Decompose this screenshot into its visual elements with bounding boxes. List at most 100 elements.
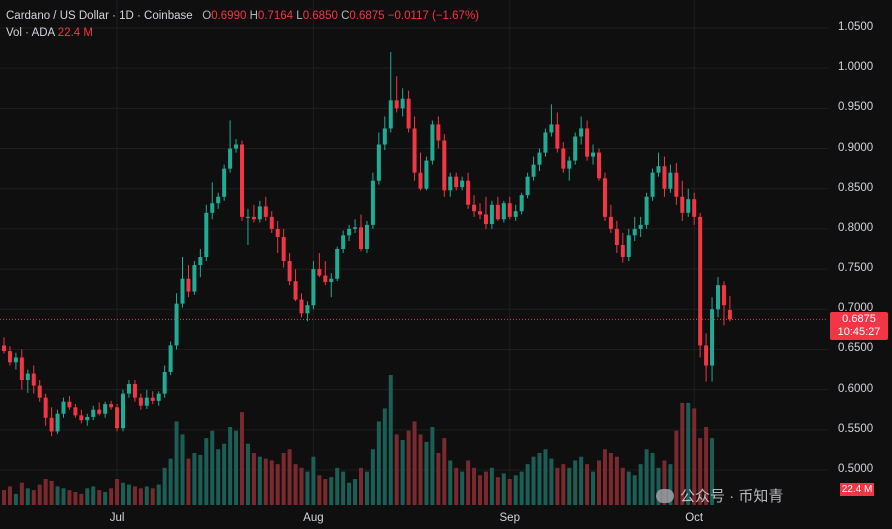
volume-bar [186, 458, 191, 505]
volume-bar [662, 460, 667, 505]
candle [121, 389, 125, 432]
candle [198, 249, 203, 278]
candle [263, 196, 268, 221]
candle [281, 228, 286, 268]
volume-bar [61, 488, 66, 505]
candle [311, 261, 316, 310]
volume-bar [608, 453, 613, 505]
candle [287, 253, 292, 286]
candle [132, 379, 137, 402]
volume-bar [305, 471, 310, 505]
candle [353, 219, 358, 233]
volume-bar [543, 449, 548, 505]
candle [543, 128, 548, 157]
volume-bar [121, 482, 125, 505]
wechat-icon [656, 489, 674, 503]
volume-bar [25, 488, 30, 505]
candle [436, 116, 441, 149]
volume-bar [597, 460, 601, 505]
close-label: C [341, 10, 350, 22]
volume-bar [573, 460, 578, 505]
candle [216, 192, 221, 209]
candle [466, 172, 471, 209]
candle [400, 88, 405, 117]
volume-bar [79, 493, 84, 505]
candle [317, 253, 322, 278]
candle-body [115, 407, 120, 429]
volume-bar [168, 458, 173, 505]
candle [608, 204, 613, 233]
candle-body [507, 203, 512, 217]
volume-bar [591, 471, 596, 505]
candle-body [394, 100, 399, 109]
candle [567, 156, 572, 181]
volume-bar [275, 464, 280, 505]
volume-bar [144, 486, 149, 505]
candle [561, 142, 566, 173]
y-tick-label: 0.8500 [838, 181, 874, 194]
candle-body [543, 132, 548, 153]
volume-bar [19, 482, 24, 505]
candle [37, 379, 42, 402]
candle [716, 277, 720, 318]
volume-bar [376, 421, 381, 505]
candle-body [192, 265, 197, 292]
volume-bar [549, 458, 554, 505]
volume-header: Vol · ADA 22.4 M [6, 27, 93, 39]
candle-body [180, 278, 185, 304]
volume-bar [567, 467, 572, 505]
candle-body [222, 168, 227, 197]
candle [156, 391, 161, 406]
candle [269, 211, 274, 233]
low-label: L [296, 10, 303, 22]
volume-bar [418, 434, 423, 505]
volume-bar [31, 490, 36, 505]
volume-bar [150, 488, 155, 505]
candle-body [716, 285, 720, 310]
candle-body [138, 397, 143, 406]
volume-bar [686, 402, 691, 505]
candle [25, 369, 30, 393]
volume-bar [228, 427, 233, 505]
volume-bar [537, 453, 542, 505]
candle-body [73, 407, 78, 416]
watermark: 公众号 · 币知青 [656, 485, 783, 506]
candle-body [668, 172, 673, 189]
candle [680, 180, 685, 221]
candle [85, 413, 90, 426]
candle [138, 393, 143, 410]
candle-body [85, 416, 90, 421]
candle-body [251, 216, 256, 220]
change-value: −0.0117 (−1.67%) [387, 10, 479, 22]
volume-bar [620, 467, 625, 505]
y-tick-label: 0.6500 [838, 342, 874, 355]
volume-bar [323, 479, 328, 505]
volume-bar [317, 475, 322, 505]
watermark-text: 公众号 · 币知青 [680, 488, 784, 505]
volume-bar [55, 486, 60, 505]
candle-body [240, 144, 244, 217]
candle-body [79, 415, 84, 421]
volume-bar [507, 479, 512, 505]
volume-bar [460, 471, 465, 505]
candle-body [501, 203, 506, 220]
candle-body [341, 235, 346, 249]
candle [638, 216, 643, 237]
candle [710, 297, 715, 382]
candle [656, 152, 661, 177]
candle-body [174, 303, 179, 346]
candle-body [19, 357, 24, 380]
candle-body [162, 371, 167, 394]
candle [31, 365, 36, 394]
candle-body [549, 124, 554, 133]
candle [19, 349, 24, 390]
candle-body [614, 228, 619, 245]
candle-body [579, 128, 584, 137]
candle [674, 163, 679, 205]
candle-body [121, 393, 125, 429]
candle-body [299, 299, 304, 314]
volume-bar [251, 453, 256, 505]
candle-body [674, 172, 679, 197]
candle-body [710, 309, 715, 366]
